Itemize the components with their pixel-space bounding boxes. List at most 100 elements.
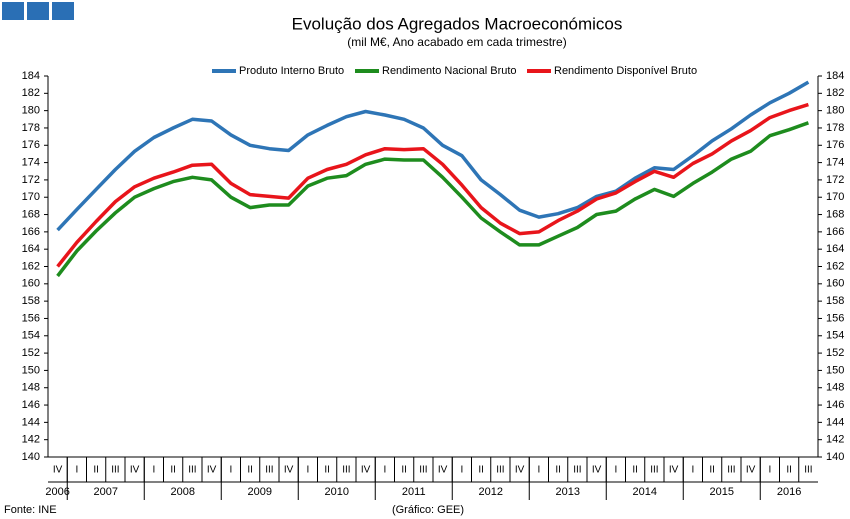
x-tick-label: I (691, 465, 694, 476)
logo-block (52, 2, 74, 20)
year-label: 2007 (94, 486, 118, 498)
source: Fonte: INE (4, 504, 57, 516)
y-tick-label: 178 (22, 122, 40, 134)
y-tick-label: 172 (22, 174, 40, 186)
x-tick-label: II (786, 465, 792, 476)
y2-tick-label: 158 (826, 295, 844, 307)
y-tick-label: 150 (22, 364, 40, 376)
y-tick-label: 170 (22, 191, 40, 203)
series-line (56, 102, 809, 268)
y-tick-label: 184 (22, 70, 40, 82)
y-tick-label: 146 (22, 399, 40, 411)
x-tick-label: I (306, 465, 309, 476)
y-tick-label: 168 (22, 208, 40, 220)
x-tick-label: IV (361, 465, 371, 476)
y-tick-label: 176 (22, 139, 40, 151)
y2-tick-label: 166 (826, 226, 844, 238)
y-tick-label: 152 (22, 347, 40, 359)
y-tick-label: 144 (22, 416, 40, 428)
chart-title: Evolução dos Agregados Macroeconómicos (292, 14, 623, 33)
x-tick-label: IV (592, 465, 602, 476)
x-tick-label: IV (746, 465, 756, 476)
x-tick-label: II (478, 465, 484, 476)
y2-tick-label: 170 (826, 191, 844, 203)
x-tick-label: II (555, 465, 561, 476)
y2-tick-label: 144 (826, 416, 844, 428)
y2-tick-label: 148 (826, 382, 844, 394)
logo-block (27, 2, 49, 20)
x-tick-label: I (383, 465, 386, 476)
y-tick-label: 154 (22, 330, 40, 342)
x-tick-label: IV (438, 465, 448, 476)
y2-tick-label: 156 (826, 312, 844, 324)
y2-tick-label: 142 (826, 434, 844, 446)
y-tick-label: 174 (22, 156, 40, 168)
series-line (56, 80, 810, 232)
legend-label: Rendimento Nacional Bruto (382, 65, 517, 77)
y-tick-label: 158 (22, 295, 40, 307)
x-tick-label: II (247, 465, 253, 476)
y-tick-label: 164 (22, 243, 40, 255)
year-label: 2013 (556, 486, 580, 498)
x-tick-label: IV (53, 465, 63, 476)
y2-tick-label: 168 (826, 208, 844, 220)
year-label: 2008 (171, 486, 195, 498)
chart-subtitle: (mil M€, Ano acabado em cada trimestre) (347, 35, 566, 49)
x-tick-label: III (496, 465, 504, 476)
x-tick-label: III (727, 465, 735, 476)
y-tick-label: 162 (22, 260, 40, 272)
y-tick-label: 182 (22, 87, 40, 99)
y2-tick-label: 172 (826, 174, 844, 186)
x-tick-label: III (265, 465, 273, 476)
x-tick-label: I (460, 465, 463, 476)
x-tick-label: III (342, 465, 350, 476)
y-tick-label: 180 (22, 105, 40, 117)
y2-tick-label: 152 (826, 347, 844, 359)
legend-label: Rendimento Disponível Bruto (554, 65, 697, 77)
x-tick-label: IV (284, 465, 294, 476)
year-label: 2016 (777, 486, 801, 498)
y-tick-label: 156 (22, 312, 40, 324)
y2-tick-label: 184 (826, 70, 844, 82)
y2-tick-label: 182 (826, 87, 844, 99)
y2-tick-label: 180 (826, 105, 844, 117)
y2-tick-label: 160 (826, 278, 844, 290)
year-label: 2014 (633, 486, 657, 498)
y2-tick-label: 150 (826, 364, 844, 376)
logo-block (2, 2, 24, 20)
x-tick-label: II (93, 465, 99, 476)
y2-tick-label: 164 (826, 243, 844, 255)
y-tick-label: 140 (22, 451, 40, 463)
credit: (Gráfico: GEE) (392, 504, 464, 516)
y-tick-label: 166 (22, 226, 40, 238)
y2-tick-label: 154 (826, 330, 844, 342)
x-tick-label: I (229, 465, 232, 476)
y2-tick-label: 176 (826, 139, 844, 151)
y-tick-label: 142 (22, 434, 40, 446)
year-label: 2015 (710, 486, 734, 498)
x-tick-label: I (614, 465, 617, 476)
y2-tick-label: 162 (826, 260, 844, 272)
y-tick-label: 148 (22, 382, 40, 394)
x-tick-label: II (632, 465, 638, 476)
x-tick-label: III (111, 465, 119, 476)
x-tick-label: IV (207, 465, 217, 476)
x-tick-label: II (324, 465, 330, 476)
year-label: 2010 (325, 486, 349, 498)
legend-label: Produto Interno Bruto (239, 65, 344, 77)
x-tick-label: IV (515, 465, 525, 476)
y2-tick-label: 178 (826, 122, 844, 134)
x-tick-label: III (419, 465, 427, 476)
year-label: 2006 (45, 486, 69, 498)
x-tick-label: III (188, 465, 196, 476)
x-tick-label: II (401, 465, 407, 476)
x-tick-label: III (573, 465, 581, 476)
y2-tick-label: 174 (826, 156, 844, 168)
y2-tick-label: 146 (826, 399, 844, 411)
x-tick-label: I (75, 465, 78, 476)
year-label: 2009 (248, 486, 272, 498)
y2-tick-label: 140 (826, 451, 844, 463)
y-tick-label: 160 (22, 278, 40, 290)
x-tick-label: IV (669, 465, 679, 476)
x-tick-label: I (152, 465, 155, 476)
